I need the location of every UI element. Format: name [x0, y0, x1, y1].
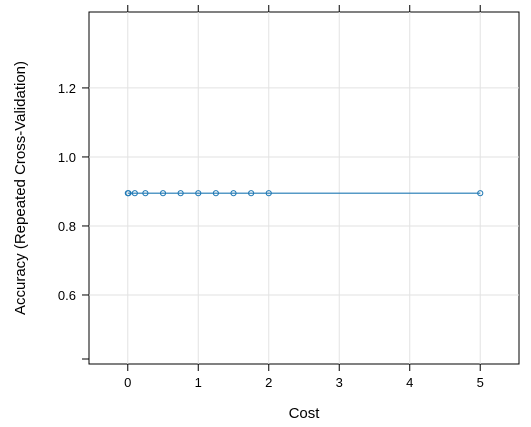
y-tick-label: 1.0	[58, 150, 76, 165]
x-tick-label: 5	[477, 375, 484, 390]
x-tick-label: 3	[336, 375, 343, 390]
x-tick-label: 4	[406, 375, 413, 390]
data-point	[230, 190, 237, 197]
y-tick-label: 0.8	[58, 219, 76, 234]
data-point	[265, 190, 272, 197]
data-point	[212, 190, 219, 197]
data-point	[477, 190, 484, 197]
x-tick-label: 0	[124, 375, 131, 390]
data-point	[142, 190, 149, 197]
x-tick-label: 2	[265, 375, 272, 390]
x-axis-label: Cost	[289, 405, 321, 422]
grid-lines	[89, 12, 519, 364]
data-point	[131, 190, 138, 197]
y-tick-label: 1.2	[58, 81, 76, 96]
data-point	[195, 190, 202, 197]
plot-frame	[88, 11, 520, 365]
data-point	[125, 190, 132, 197]
y-tick-label: 0.6	[58, 288, 76, 303]
data-point	[177, 190, 184, 197]
axis-ticks: 0 1 2 3 4 5 0.6 0.8 1.0 1.2	[58, 5, 484, 390]
data-point	[248, 190, 255, 197]
y-axis-label: Accuracy (Repeated Cross-Validation)	[12, 61, 29, 315]
data-point	[159, 190, 167, 197]
data-series	[124, 190, 484, 197]
x-tick-label: 1	[195, 375, 202, 390]
